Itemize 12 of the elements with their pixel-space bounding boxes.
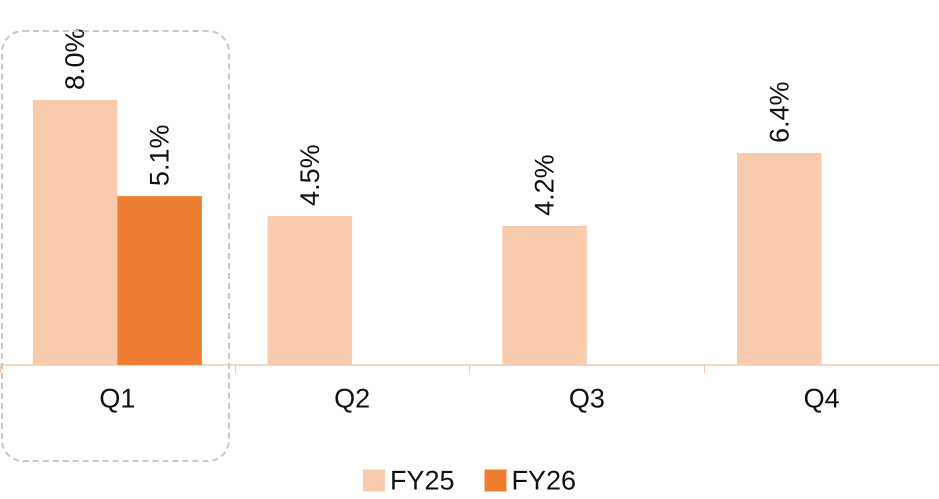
- x-tick-label: Q1: [99, 384, 136, 414]
- legend-label: FY25: [390, 466, 455, 496]
- data-label: 6.4%: [764, 81, 794, 143]
- data-label: 4.5%: [294, 144, 325, 206]
- legend-label: FY26: [512, 466, 576, 496]
- bar: [117, 196, 202, 365]
- x-tick-label: Q4: [804, 384, 840, 414]
- data-label: 8.0%: [60, 28, 90, 90]
- data-label: 5.1%: [144, 124, 175, 186]
- x-tick-label: Q2: [334, 384, 370, 414]
- data-label: 4.2%: [530, 154, 560, 216]
- x-tick-label: Q3: [568, 384, 605, 414]
